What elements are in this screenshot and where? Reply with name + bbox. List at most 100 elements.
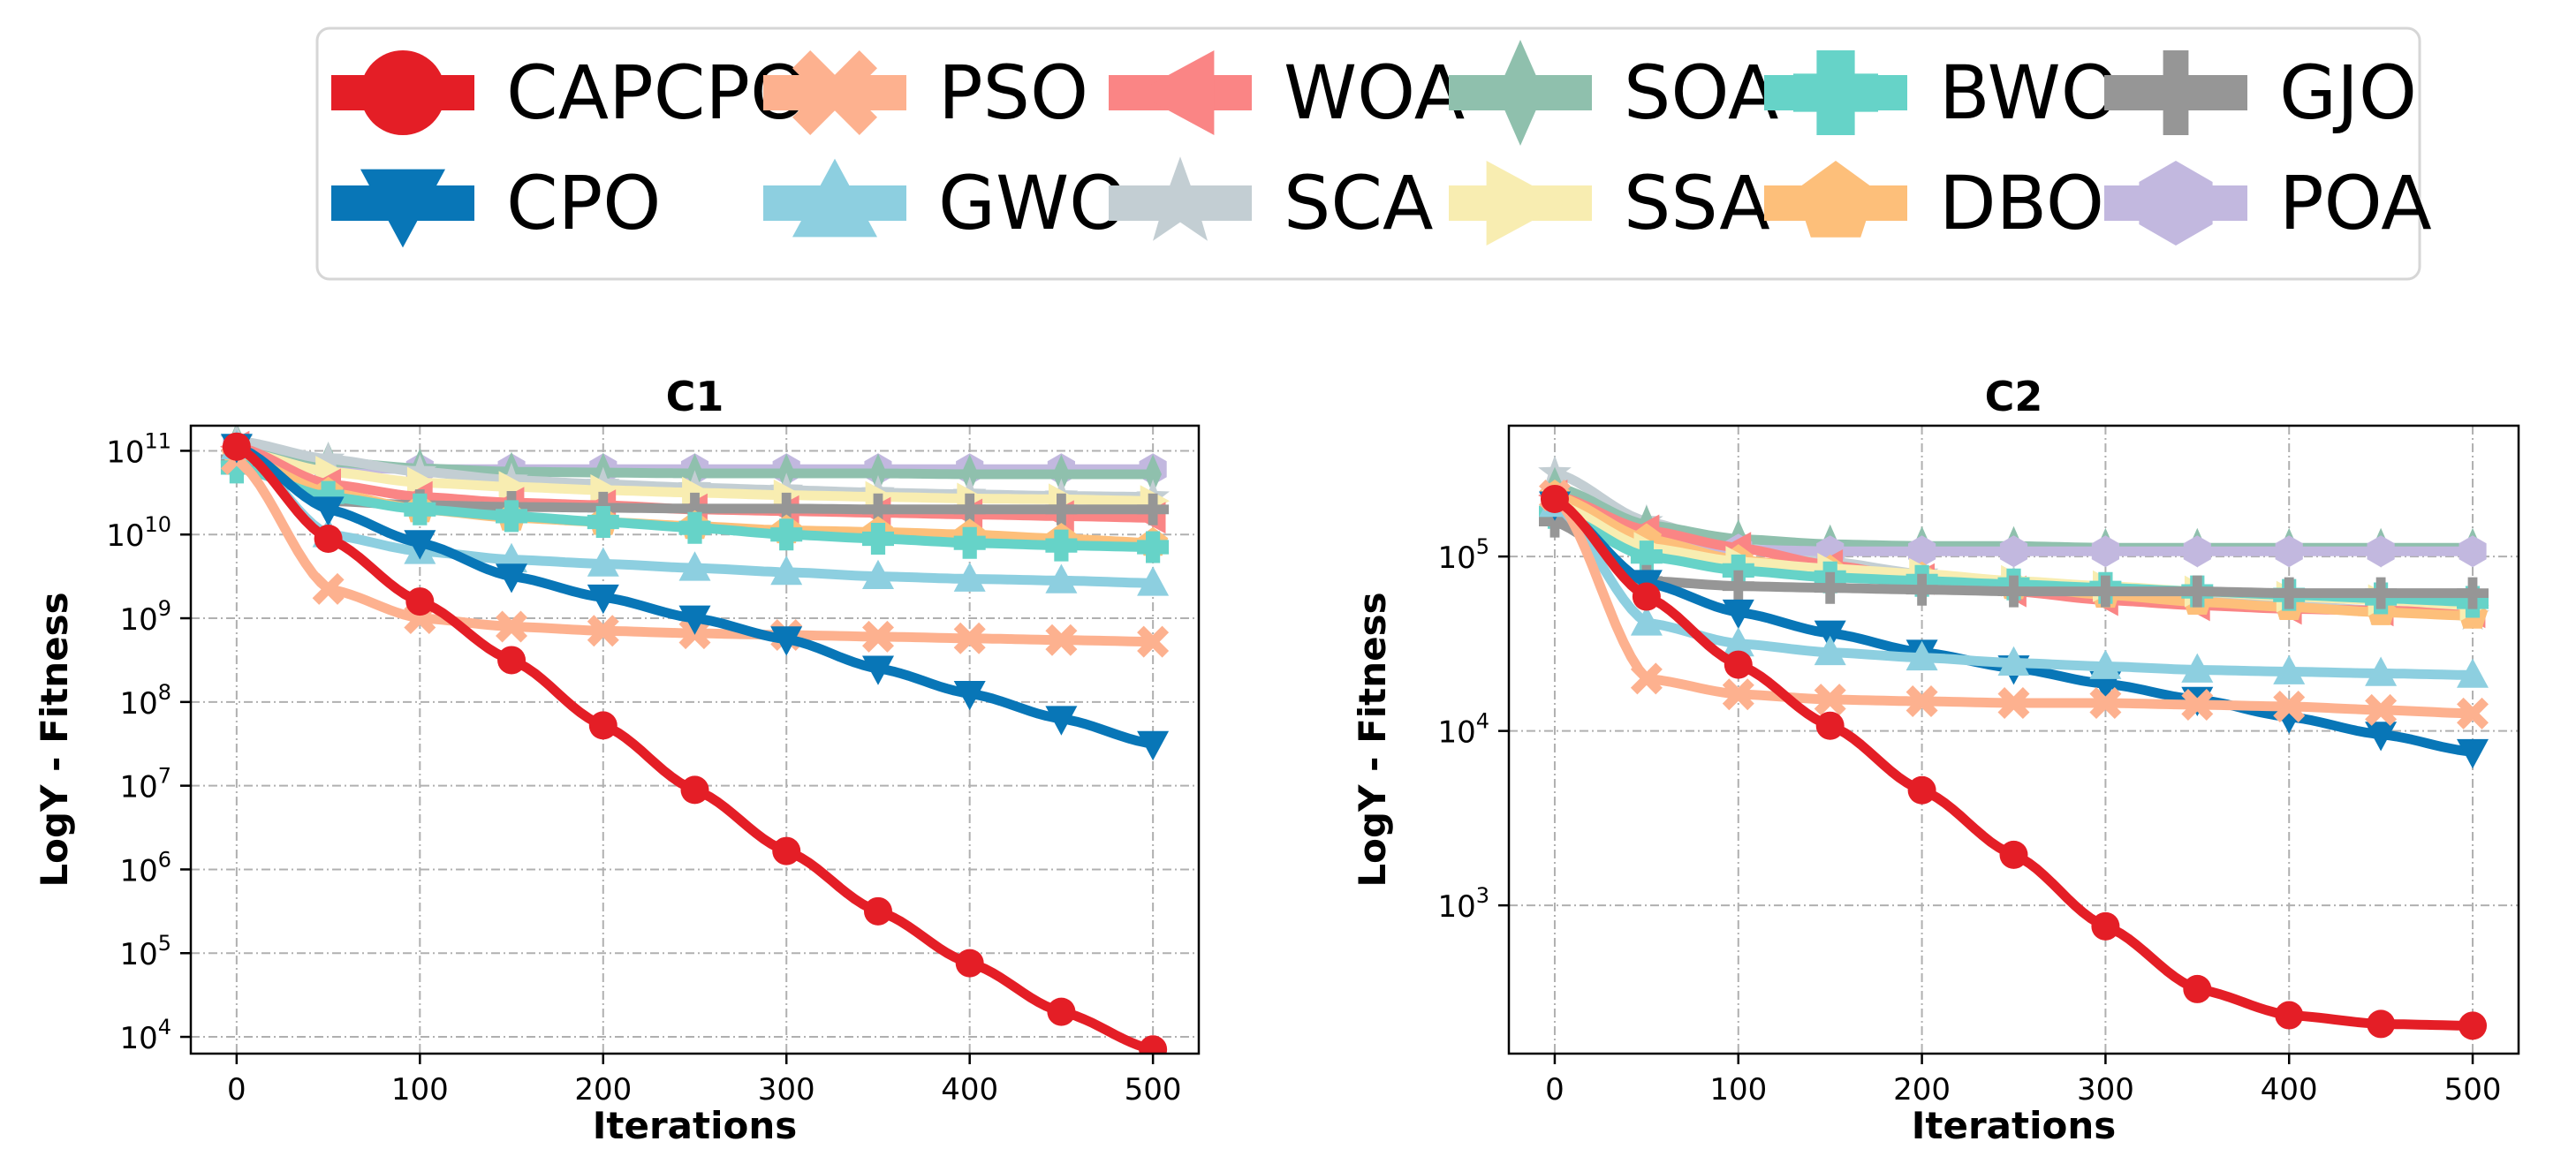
data-point-soa (1144, 454, 1162, 495)
data-point-capcpo (588, 711, 617, 740)
data-point-gjo (1997, 575, 2030, 608)
data-point-gjo (2089, 575, 2122, 608)
data-point-bwo (587, 506, 619, 538)
data-point-gwo (587, 547, 619, 577)
y-tick-exponent: 9 (158, 596, 171, 621)
data-point-poa (2275, 535, 2303, 568)
data-point-gwo (862, 559, 894, 589)
data-point-gjo (2273, 577, 2306, 609)
data-point-pso (2457, 697, 2489, 729)
data-point-pso (312, 572, 345, 605)
data-point-ssa (682, 476, 712, 509)
data-point-capcpo (2091, 911, 2120, 941)
y-tick-exponent: 7 (158, 764, 171, 789)
data-point-poa (2091, 535, 2119, 568)
legend-item-pso: PSO (763, 49, 1088, 136)
data-point-poa (2183, 535, 2211, 568)
legend-label-pso: PSO (938, 49, 1088, 136)
y-tick-base: 10 (119, 686, 157, 722)
data-point-gwo (2365, 656, 2398, 686)
y-tick-exponent: 10 (144, 512, 171, 537)
data-point-capcpo (1632, 582, 1661, 611)
data-point-poa (1999, 535, 2028, 568)
data-point-gjo (678, 492, 711, 525)
legend-marker-gjo (2133, 50, 2218, 135)
data-point-gwo (678, 551, 711, 581)
legend-label-gjo: GJO (2279, 49, 2417, 136)
x-tick-label: 100 (1709, 1072, 1767, 1107)
x-tick-label: 500 (1125, 1072, 1182, 1107)
legend-item-dbo: DBO (1764, 160, 2104, 246)
data-point-gwo (770, 556, 803, 586)
y-tick-base: 10 (106, 435, 144, 470)
y-tick-base: 10 (1437, 715, 1475, 751)
y-tick-base: 10 (119, 770, 157, 805)
data-point-bwo (404, 493, 436, 525)
data-point-gjo (2181, 575, 2214, 608)
data-point-pso (1722, 678, 1754, 711)
data-point-pso (1997, 687, 2030, 719)
legend-item-gwo: GWO (763, 158, 1127, 246)
data-point-cpo (770, 626, 803, 656)
y-tick-exponent: 6 (158, 847, 171, 872)
x-axis: 0 100 200 300 400 500 (1545, 1054, 2501, 1107)
y-tick-base: 10 (1437, 889, 1475, 925)
data-point-capcpo (1540, 484, 1569, 513)
axes-frame (1507, 424, 2520, 1055)
data-point-cpo (2457, 738, 2489, 769)
data-point-ssa (406, 466, 437, 499)
data-point-gjo (1814, 571, 1846, 604)
x-tick-label: 300 (758, 1072, 815, 1107)
data-point-cpo (678, 605, 711, 635)
data-point-cpo (1137, 730, 1170, 761)
data-point-gjo (1905, 573, 1938, 606)
data-point-gwo (1722, 627, 1754, 657)
data-point-soa (869, 453, 887, 494)
y-tick-base: 10 (106, 518, 144, 554)
data-point-cpo (404, 530, 436, 560)
data-point-pso (496, 610, 527, 643)
data-point-pso (587, 615, 619, 647)
legend-item-bwo: BWO (1764, 49, 2119, 136)
x-axis-label: Iterations (1912, 1104, 2116, 1147)
data-point-capcpo (497, 646, 527, 675)
legend-marker-pso (792, 50, 877, 135)
y-tick-label: 104 (119, 1015, 171, 1056)
data-point-pso (1137, 625, 1170, 658)
legend-label-sca: SCA (1284, 160, 1433, 246)
y-tick-exponent: 5 (158, 931, 171, 956)
data-point-poa (1908, 535, 1936, 568)
data-point-capcpo (222, 432, 251, 461)
legend-label-soa: SOA (1624, 49, 1778, 136)
data-point-gwo (1045, 563, 1078, 593)
legend-marker-sca (1135, 156, 1225, 241)
data-point-sca (403, 454, 437, 487)
legend-marker-dbo (1795, 161, 1876, 238)
data-point-capcpo (405, 587, 435, 616)
x-tick-label: 200 (1893, 1072, 1951, 1107)
data-point-pso (2181, 689, 2214, 721)
legend-item-cpo: CPO (331, 160, 661, 248)
data-point-capcpo (1999, 840, 2028, 869)
data-point-pso (1045, 624, 1078, 656)
x-tick-label: 300 (2077, 1072, 2134, 1107)
data-point-gwo (2457, 658, 2489, 688)
legend-marker-ssa (1486, 161, 1565, 246)
data-point-poa (2459, 535, 2487, 568)
data-point-gwo (953, 562, 986, 592)
x-tick-label: 200 (574, 1072, 632, 1107)
y-tick-label: 107 (119, 764, 171, 805)
data-point-poa (2367, 535, 2395, 568)
data-point-gjo (2457, 577, 2489, 609)
legend-item-poa: POA (2104, 160, 2432, 246)
y-tick-exponent: 3 (1476, 883, 1489, 908)
y-tick-label: 106 (119, 847, 171, 888)
legend-label-bwo: BWO (1939, 49, 2119, 136)
data-point-ssa (498, 471, 528, 503)
y-tick-base: 10 (1437, 540, 1475, 576)
legend-item-ssa: SSA (1449, 160, 1770, 246)
data-point-sca (311, 442, 345, 473)
data-point-gwo (1814, 635, 1846, 666)
series-group (220, 426, 1170, 1054)
